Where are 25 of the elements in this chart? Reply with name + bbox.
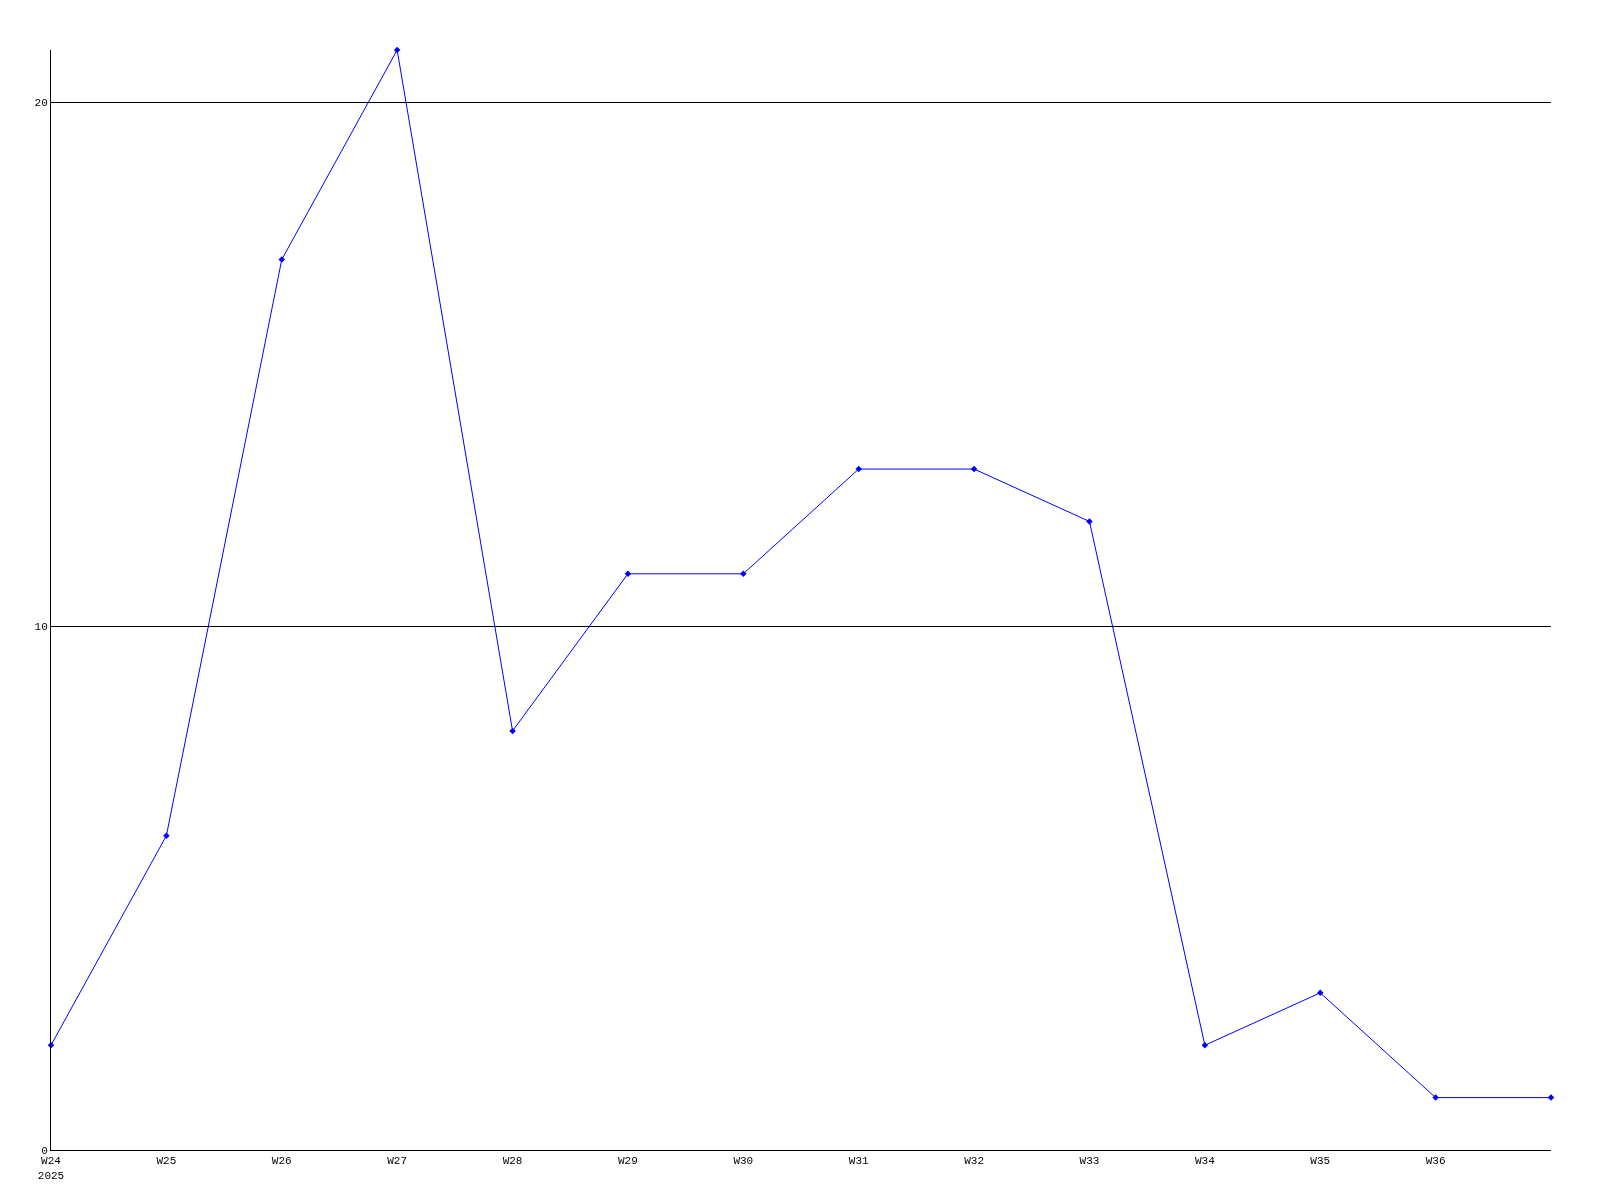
y-tick-label: 20: [34, 97, 48, 110]
point: [393, 46, 401, 54]
point: [1432, 1094, 1439, 1101]
x-tick-label: W29: [618, 1155, 638, 1168]
x-tick-label: W36: [1425, 1155, 1446, 1168]
point: [163, 832, 170, 839]
point: [624, 570, 632, 578]
x-tick-label: W32: [964, 1155, 984, 1168]
point: [1316, 989, 1324, 997]
x-tick-label: W27: [387, 1155, 408, 1168]
y-tick-label: 0: [41, 1144, 48, 1157]
x-tick-label: W26: [271, 1155, 292, 1168]
x-tick-label: W33: [1079, 1155, 1100, 1168]
y-tick-label: 10: [34, 621, 48, 634]
x-tick-label: W24 2025: [37, 1155, 65, 1182]
x-tick-label: W28: [502, 1155, 523, 1168]
point: [740, 570, 747, 578]
x-tick-label: W31: [848, 1155, 869, 1168]
point: [1201, 1041, 1209, 1049]
point: [970, 465, 978, 473]
x-tick-label: W25: [156, 1155, 177, 1168]
x-tick-label: W30: [733, 1155, 754, 1168]
x-tick-label: W34: [1194, 1155, 1216, 1168]
x-tick-label: W35: [1310, 1155, 1331, 1168]
point: [1086, 518, 1093, 525]
